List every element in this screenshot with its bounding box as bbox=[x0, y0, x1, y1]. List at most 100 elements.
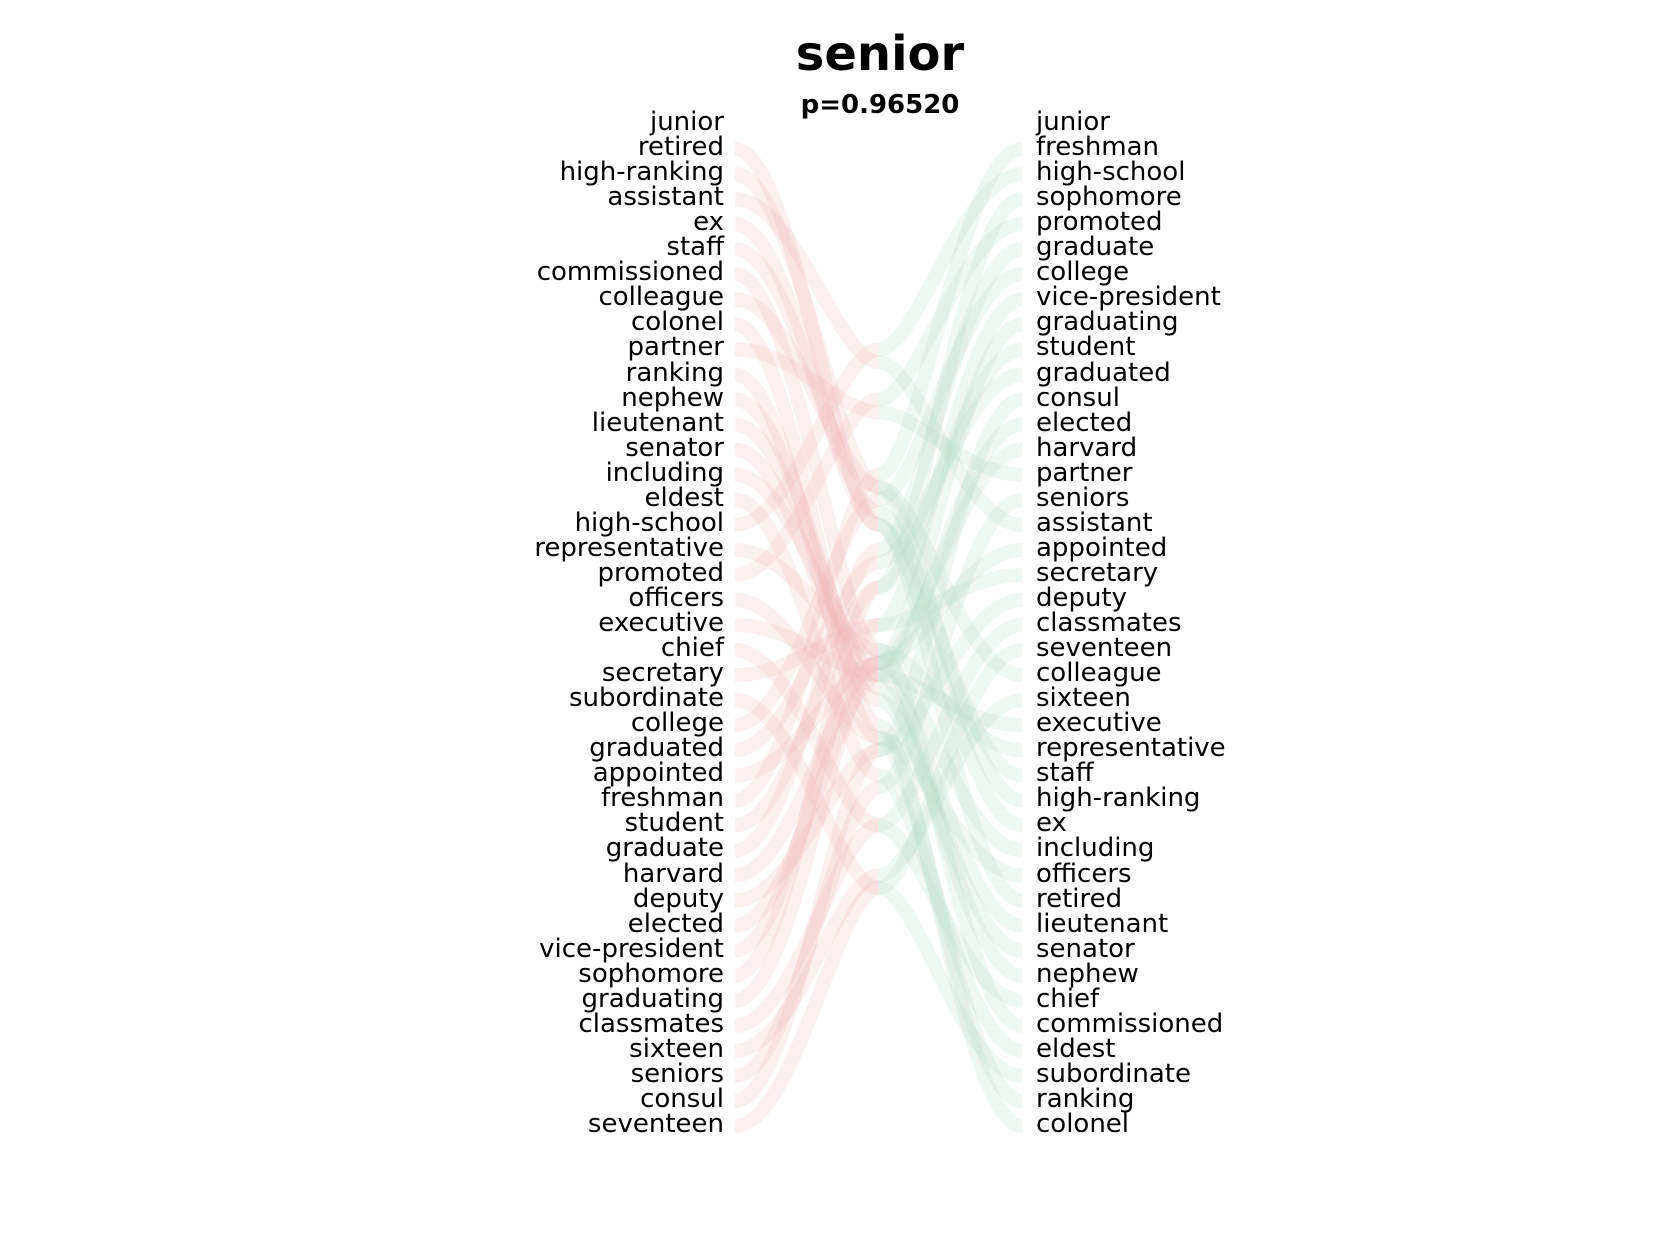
ribbon-left-half bbox=[733, 267, 882, 658]
ribbon-right-half bbox=[877, 405, 1023, 482]
ribbon-left-half bbox=[733, 580, 882, 983]
left-word: secretary bbox=[601, 658, 724, 689]
left-word: officers bbox=[628, 582, 724, 613]
ribbon-left-half bbox=[734, 392, 881, 582]
right-word: staff bbox=[1036, 758, 1094, 789]
right-word: elected bbox=[1036, 407, 1133, 438]
ribbon-left-half bbox=[733, 217, 881, 532]
right-word: appointed bbox=[1036, 532, 1168, 563]
right-word: executive bbox=[1036, 708, 1162, 739]
left-word: deputy bbox=[632, 883, 724, 914]
right-word: lieutenant bbox=[1036, 908, 1169, 939]
diagram-title: senior bbox=[795, 26, 965, 82]
right-word: college bbox=[1036, 257, 1130, 288]
ribbon-left-half bbox=[733, 693, 881, 896]
ribbon-right-half bbox=[877, 542, 1023, 670]
right-word: graduating bbox=[1036, 307, 1179, 338]
right-word: retired bbox=[1036, 883, 1123, 914]
ribbon-left-half bbox=[733, 555, 881, 758]
right-word: junior bbox=[1036, 107, 1111, 137]
ribbon-left-half bbox=[733, 367, 882, 745]
left-word: freshman bbox=[600, 783, 724, 814]
left-word: college bbox=[630, 708, 724, 739]
left-word: high-school bbox=[574, 507, 724, 538]
right-word: vice-president bbox=[1036, 282, 1221, 313]
right-word: nephew bbox=[1036, 958, 1139, 989]
left-word: senator bbox=[625, 432, 724, 463]
ribbon-left-half bbox=[733, 655, 881, 1008]
ribbon-right-half bbox=[876, 505, 1024, 783]
ribbon-left-half bbox=[733, 392, 881, 695]
right-word: ex bbox=[1036, 808, 1067, 839]
ribbon-right-half bbox=[876, 881, 1024, 1083]
right-word: seniors bbox=[1036, 482, 1130, 513]
left-word: commissioned bbox=[536, 257, 724, 288]
ribbon-left-half bbox=[734, 618, 880, 683]
ribbon-left-half bbox=[733, 580, 881, 833]
right-word: secretary bbox=[1036, 557, 1159, 588]
ribbon-right-half bbox=[876, 618, 1024, 833]
ribbon-right-half bbox=[876, 167, 1023, 357]
ribbon-right-half bbox=[875, 730, 1024, 1108]
left-word: executive bbox=[598, 608, 724, 638]
right-word: assistant bbox=[1036, 507, 1153, 538]
left-word: colonel bbox=[630, 307, 724, 338]
ribbon-right-half bbox=[875, 517, 1024, 908]
ribbon-right-half bbox=[877, 567, 1023, 632]
ribbon-left-half bbox=[734, 655, 880, 783]
left-word: promoted bbox=[597, 557, 724, 588]
ribbon-right-half bbox=[876, 517, 1024, 833]
ribbon-right-half bbox=[876, 317, 1024, 670]
right-word: high-ranking bbox=[1036, 783, 1201, 814]
left-word: graduate bbox=[605, 833, 724, 864]
left-word: seventeen bbox=[587, 1109, 724, 1139]
left-word: sophomore bbox=[578, 958, 724, 989]
right-word: promoted bbox=[1036, 207, 1163, 238]
ribbon-right-half bbox=[876, 492, 1024, 795]
right-word: colonel bbox=[1036, 1109, 1130, 1139]
ribbon-right-half bbox=[876, 480, 1024, 683]
right-word: partner bbox=[1036, 457, 1133, 488]
ribbon-left-half bbox=[733, 818, 881, 1033]
right-word: sixteen bbox=[1036, 683, 1131, 714]
left-word: lieutenant bbox=[591, 407, 724, 438]
left-word: representative bbox=[534, 532, 724, 563]
left-word: graduated bbox=[589, 733, 724, 764]
ribbon-left-half bbox=[733, 292, 881, 495]
left-word: junior bbox=[649, 107, 724, 137]
ribbon-right-half bbox=[876, 655, 1024, 858]
ribbon-left-half bbox=[734, 618, 880, 683]
ribbon-left-half bbox=[733, 242, 881, 520]
ribbon-left-half bbox=[733, 142, 882, 532]
left-word: colleague bbox=[598, 282, 724, 313]
left-word: partner bbox=[627, 332, 724, 363]
ribbon-left-half bbox=[733, 492, 881, 783]
left-word: classmates bbox=[578, 1008, 724, 1039]
right-word: graduate bbox=[1036, 232, 1155, 263]
ribbon-left-half bbox=[733, 492, 881, 733]
right-word: consul bbox=[1036, 382, 1120, 413]
ribbon-left-half bbox=[733, 618, 881, 958]
ribbon-left-half bbox=[734, 868, 881, 1058]
left-word: vice-president bbox=[539, 933, 724, 964]
ribbon-right-half bbox=[876, 242, 1024, 557]
ribbon-left-half bbox=[733, 467, 881, 670]
right-word: chief bbox=[1036, 983, 1100, 1014]
ribbon-right-half bbox=[875, 643, 1024, 1033]
right-word: subordinate bbox=[1036, 1058, 1191, 1089]
right-word: classmates bbox=[1036, 608, 1182, 638]
right-word: eldest bbox=[1036, 1033, 1116, 1064]
left-word: elected bbox=[627, 908, 724, 939]
left-word: eldest bbox=[644, 482, 724, 513]
ribbon-left-half bbox=[734, 542, 880, 658]
right-word: representative bbox=[1036, 733, 1226, 764]
ribbon-right-half bbox=[877, 668, 1023, 733]
right-word: student bbox=[1036, 332, 1136, 363]
ribbon-left-half bbox=[734, 743, 880, 908]
ribbon-right-half bbox=[876, 693, 1023, 883]
ribbon-right-half bbox=[876, 142, 1024, 482]
right-word: including bbox=[1036, 833, 1155, 864]
ribbon-right-half bbox=[877, 354, 1023, 532]
left-word: staff bbox=[666, 232, 724, 263]
